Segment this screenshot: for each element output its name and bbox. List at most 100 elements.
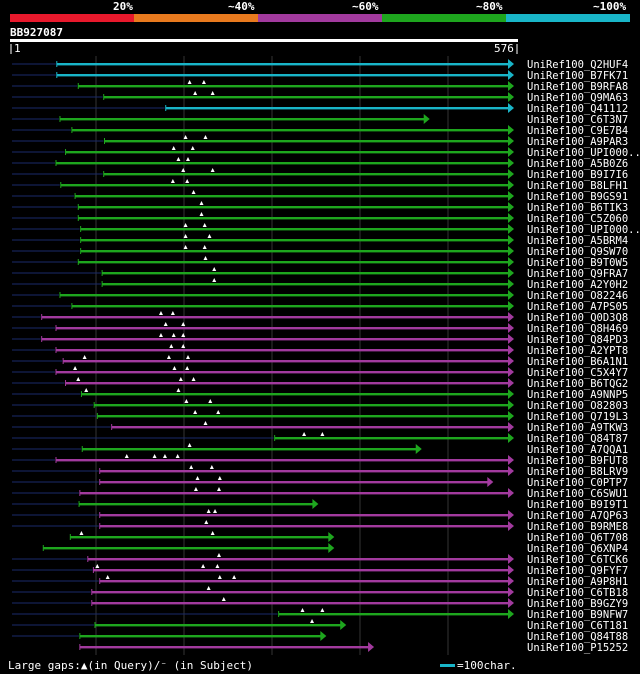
hit-label[interactable]: UniRef100_A7PS05 <box>527 301 628 313</box>
hit-label[interactable]: UniRef100_B9GZY9 <box>527 598 628 610</box>
hit-bar[interactable] <box>165 107 509 110</box>
hit-row[interactable]: UniRef100_Q9SW70 <box>12 245 628 258</box>
hit-label[interactable]: UniRef100_Q9SW70 <box>527 246 628 258</box>
hit-row[interactable]: UniRef100_B6TIK3 <box>12 201 628 214</box>
hit-row[interactable]: UniRef100_B7FK71 <box>12 70 628 82</box>
hit-bar[interactable] <box>79 635 322 638</box>
hit-label[interactable]: UniRef100_B6A1N1 <box>527 356 628 368</box>
hit-label[interactable]: UniRef100_O82803 <box>527 400 628 412</box>
hit-label[interactable]: UniRef100_C6SWU1 <box>527 488 628 500</box>
hit-row[interactable]: UniRef100_Q6XNP4 <box>42 543 628 555</box>
hit-label[interactable]: UniRef100_B9FUT8 <box>527 455 628 467</box>
hit-row[interactable]: UniRef100_A7QP63 <box>12 509 628 522</box>
hit-bar[interactable] <box>103 96 509 99</box>
hit-bar[interactable] <box>59 118 425 121</box>
hit-bar[interactable] <box>99 525 509 528</box>
hit-row[interactable]: UniRef100_Q6T708 <box>69 531 628 544</box>
hit-label[interactable]: UniRef100_B6TQG2 <box>527 378 628 390</box>
hit-row[interactable]: UniRef100_Q84PD3 <box>12 333 628 346</box>
hit-label[interactable]: UniRef100_C9E7B4 <box>527 125 628 137</box>
hit-bar[interactable] <box>78 85 509 88</box>
hit-label[interactable]: UniRef100_Q719L3 <box>527 411 628 423</box>
hit-label[interactable]: UniRef100_C5Z060 <box>527 213 628 225</box>
hit-row[interactable]: UniRef100_Q9FRA7 <box>12 267 628 280</box>
hit-row[interactable]: UniRef100_C6TCK6 <box>12 553 628 566</box>
hit-label[interactable]: UniRef100_A7QP63 <box>527 510 628 522</box>
hit-bar[interactable] <box>93 569 510 572</box>
hit-row[interactable]: UniRef100_O82246 <box>12 290 628 302</box>
hit-row[interactable]: UniRef100_Q8H469 <box>12 322 628 335</box>
hit-bar[interactable] <box>94 404 510 407</box>
hit-bar[interactable] <box>278 613 509 616</box>
hit-label[interactable]: UniRef100_Q84PD3 <box>527 334 628 346</box>
hit-label[interactable]: UniRef100_B8LFH1 <box>527 180 628 192</box>
hit-bar[interactable] <box>91 591 509 594</box>
hit-row[interactable]: UniRef100_A9NNP5 <box>12 388 628 401</box>
hit-bar[interactable] <box>99 470 509 473</box>
hit-bar[interactable] <box>80 239 510 242</box>
hit-row[interactable]: UniRef100_B6A1N1 <box>12 355 628 368</box>
hit-bar[interactable] <box>59 294 509 297</box>
hit-bar[interactable] <box>56 63 510 66</box>
hit-row[interactable]: UniRef100_O82803 <box>12 399 628 412</box>
hit-row[interactable]: UniRef100_B9I7I6 <box>12 168 628 181</box>
hit-label[interactable]: UniRef100_A2Y0H2 <box>527 279 628 291</box>
hit-label[interactable]: UniRef100_Q6XNP4 <box>527 543 628 555</box>
hit-row[interactable]: UniRef100_B8LFH1 <box>12 179 628 192</box>
hit-bar[interactable] <box>87 558 510 561</box>
hit-row[interactable]: UniRef100_A2YPT8 <box>12 344 628 357</box>
hit-bar[interactable] <box>94 624 342 627</box>
hit-row[interactable]: UniRef100_A9TKW3 <box>12 421 628 434</box>
hit-bar[interactable] <box>99 481 489 484</box>
hit-bar[interactable] <box>79 492 510 495</box>
hit-label[interactable]: UniRef100_B7FK71 <box>527 70 628 82</box>
hit-row[interactable]: UniRef100_Q41112 <box>12 103 628 115</box>
hit-bar[interactable] <box>41 338 509 341</box>
hit-bar[interactable] <box>79 646 370 649</box>
hit-label[interactable]: UniRef100_Q84T87 <box>527 433 628 445</box>
hit-bar[interactable] <box>56 349 509 352</box>
hit-label[interactable]: UniRef100_Q0D3Q8 <box>527 312 628 324</box>
hit-label[interactable]: UniRef100_A9P8H1 <box>527 576 628 588</box>
hit-row[interactable]: UniRef100_C6T181 <box>12 619 628 632</box>
hit-row[interactable]: UniRef100_B9I9T1 <box>12 499 628 511</box>
hit-row[interactable]: UniRef100_C0PTP7 <box>12 476 628 489</box>
hit-label[interactable]: UniRef100_B9NFW7 <box>527 609 628 621</box>
hit-row[interactable]: UniRef100_Q719L3 <box>12 410 628 423</box>
hit-label[interactable]: UniRef100_Q2HUF4 <box>527 59 628 71</box>
hit-row[interactable]: UniRef100_B9GZY9 <box>12 597 628 610</box>
hit-bar[interactable] <box>56 162 509 165</box>
hit-row[interactable]: UniRef100_A5BRM4 <box>12 234 628 247</box>
hit-label[interactable]: UniRef100_A9PAR3 <box>527 136 628 148</box>
hit-bar[interactable] <box>41 316 509 319</box>
hit-bar[interactable] <box>65 151 510 154</box>
hit-row[interactable]: UniRef100_Q84T88 <box>12 631 628 643</box>
hit-row[interactable]: UniRef100_B9GS91 <box>12 190 628 203</box>
hit-row[interactable]: UniRef100_Q0D3Q8 <box>12 311 628 324</box>
hit-label[interactable]: UniRef100_C0PTP7 <box>527 477 628 489</box>
hit-label[interactable]: UniRef100_Q8H469 <box>527 323 628 335</box>
hit-row[interactable]: UniRef100_UPI000.. <box>12 146 640 159</box>
hit-bar[interactable] <box>79 503 314 506</box>
hit-row[interactable]: UniRef100_A9PAR3 <box>12 135 628 148</box>
hit-row[interactable]: UniRef100_B8LRV9 <box>12 465 628 478</box>
hit-row[interactable]: UniRef100_Q9MA63 <box>12 91 628 104</box>
hit-bar[interactable] <box>60 184 509 187</box>
hit-bar[interactable] <box>63 360 509 363</box>
hit-bar[interactable] <box>80 250 510 253</box>
hit-label[interactable]: UniRef100_Q9MA63 <box>527 92 628 104</box>
hit-bar[interactable] <box>71 129 510 132</box>
hit-bar[interactable] <box>104 140 509 143</box>
hit-label[interactable]: UniRef100_A7QQA1 <box>527 444 628 456</box>
hit-bar[interactable] <box>78 217 509 220</box>
hit-row[interactable]: UniRef100_A9P8H1 <box>12 575 628 588</box>
hit-bar[interactable] <box>81 393 509 396</box>
hit-label[interactable]: UniRef100_A9NNP5 <box>527 389 628 401</box>
hit-label[interactable]: UniRef100_C5X4Y7 <box>527 367 628 379</box>
hit-label[interactable]: UniRef100_B8LRV9 <box>527 466 628 478</box>
hit-bar[interactable] <box>78 261 509 264</box>
hit-row[interactable]: UniRef100_Q84T87 <box>12 432 628 445</box>
hit-label[interactable]: UniRef100_UPI000.. <box>527 224 640 236</box>
hit-row[interactable]: UniRef100_C6T3N7 <box>12 114 628 126</box>
hit-bar[interactable] <box>91 602 509 605</box>
